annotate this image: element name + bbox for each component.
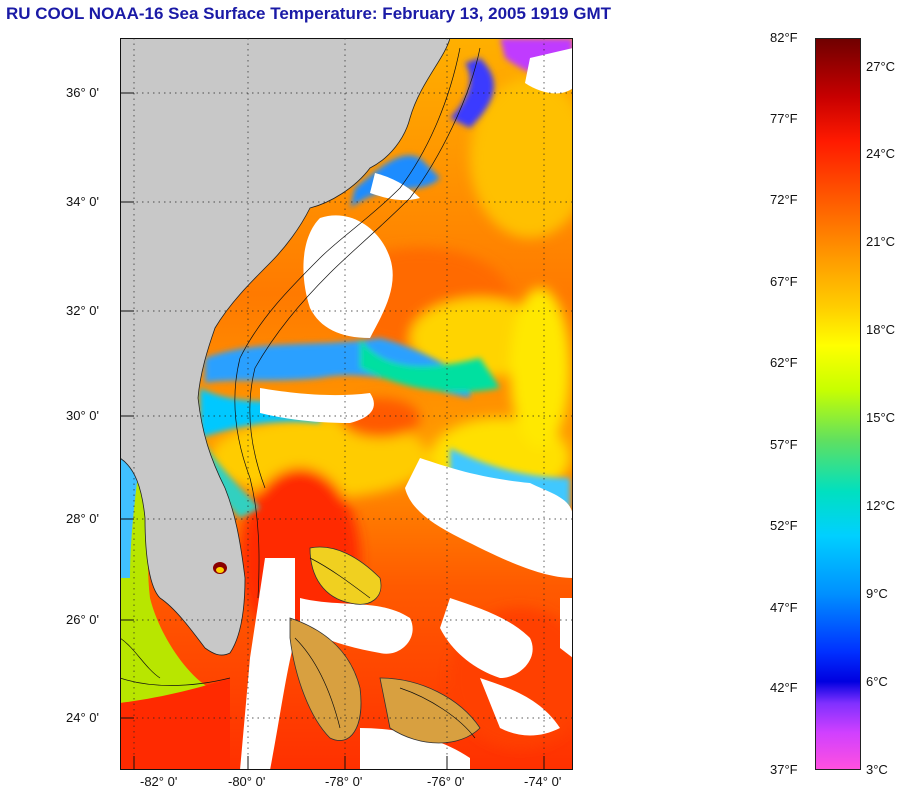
lat-label: 36° 0' [66, 85, 99, 100]
sst-patch [210, 418, 430, 498]
fahrenheit-label: 82°F [770, 30, 798, 45]
sst-patch [470, 78, 573, 238]
celsius-label: 24°C [866, 146, 896, 161]
temperature-colorbar [815, 38, 861, 770]
bahama-bank [289, 617, 362, 741]
celsius-label: 9°C [866, 586, 888, 601]
cloud-mask [560, 598, 573, 658]
lon-label: -82° 0' [140, 774, 178, 789]
cloud-mask [360, 728, 470, 770]
fahrenheit-label: 52°F [770, 518, 798, 533]
gulf-cold-edge [120, 458, 140, 578]
depth-contour [294, 637, 341, 729]
cloud-mask [525, 48, 573, 94]
cloud-mask [303, 215, 393, 338]
celsius-label: 18°C [866, 322, 896, 337]
lat-label: 34° 0' [66, 194, 99, 209]
lat-label: 28° 0' [66, 511, 99, 526]
lat-label: 24° 0' [66, 710, 99, 725]
fahrenheit-label: 57°F [770, 437, 798, 452]
fahrenheit-label: 47°F [770, 600, 798, 615]
depth-contour [234, 47, 461, 599]
depth-contour [120, 677, 231, 686]
lon-label: -78° 0' [325, 774, 363, 789]
fahrenheit-label: 72°F [770, 192, 798, 207]
celsius-label: 12°C [866, 498, 896, 513]
depth-contour [249, 47, 481, 489]
map-frame [120, 38, 573, 770]
fahrenheit-label: 77°F [770, 111, 798, 126]
lake-okeechobee [216, 567, 224, 573]
cold-shelf-band [360, 338, 500, 392]
depth-contour [309, 557, 371, 599]
depth-contour [120, 637, 161, 679]
cold-shelf-band [205, 338, 470, 398]
cloud-mask [260, 388, 374, 423]
land-mass [120, 38, 451, 656]
celsius-label: 6°C [866, 674, 888, 689]
celsius-label: 3°C [866, 762, 888, 777]
cloud-mask [370, 173, 420, 201]
sst-map [120, 38, 573, 770]
fahrenheit-label: 67°F [770, 274, 798, 289]
depth-contour [399, 687, 476, 739]
celsius-label: 27°C [866, 59, 896, 74]
lat-label: 26° 0' [66, 612, 99, 627]
fahrenheit-label: 62°F [770, 355, 798, 370]
lat-label: 32° 0' [66, 303, 99, 318]
fahrenheit-label: 42°F [770, 680, 798, 695]
sst-patch [510, 288, 570, 448]
lat-label: 30° 0' [66, 408, 99, 423]
fahrenheit-label: 37°F [770, 762, 798, 777]
cloud-mask [405, 458, 573, 578]
cold-shelf-band [450, 58, 494, 128]
celsius-label: 21°C [866, 234, 896, 249]
cloud-mask [440, 598, 533, 678]
lon-label: -76° 0' [427, 774, 465, 789]
bahama-bank [309, 546, 382, 605]
cloud-mask [240, 558, 295, 770]
bahama-bank [379, 677, 481, 744]
lon-label: -74° 0' [524, 774, 562, 789]
celsius-label: 15°C [866, 410, 896, 425]
cloud-mask [300, 598, 413, 654]
cloud-mask [480, 678, 560, 736]
map-title: RU COOL NOAA-16 Sea Surface Temperature:… [6, 4, 611, 23]
keys-warm-waters [120, 678, 230, 770]
lon-label: -80° 0' [228, 774, 266, 789]
